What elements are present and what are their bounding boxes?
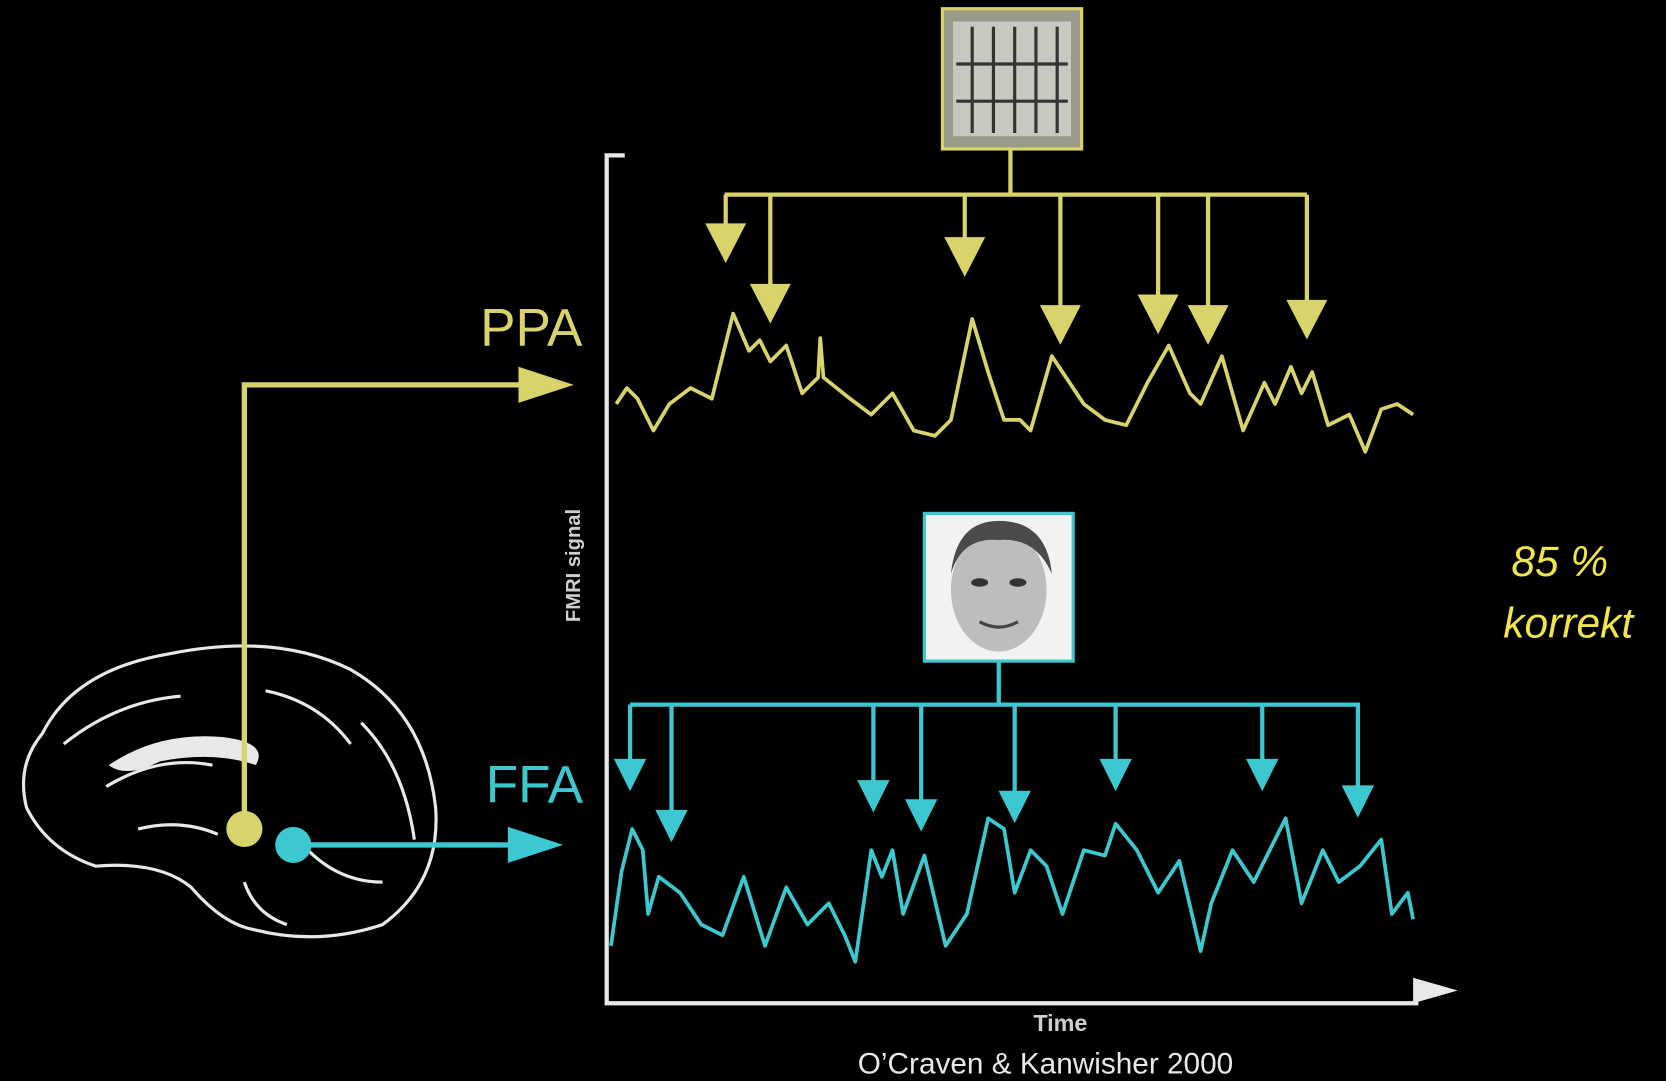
result-word: korrekt <box>1503 601 1635 648</box>
citation: O’Craven & Kanwisher 2000 <box>858 1047 1233 1080</box>
ffa-label: FFA <box>486 755 584 814</box>
y-axis-label: FMRI signal <box>563 509 585 622</box>
scene-stimulus <box>942 9 1081 149</box>
background <box>0 0 1666 1081</box>
ppa-location <box>226 811 262 847</box>
x-axis-label: Time <box>1033 1010 1087 1036</box>
result-value: 85 % <box>1511 539 1608 586</box>
figure: FMRI signal Time O’Craven & Kanwisher 20… <box>0 0 1666 1081</box>
ppa-label: PPA <box>480 299 583 358</box>
page: FMRI signal Time O’Craven & Kanwisher 20… <box>0 0 1666 1081</box>
ffa-location <box>275 827 311 863</box>
face-stimulus <box>924 513 1073 661</box>
